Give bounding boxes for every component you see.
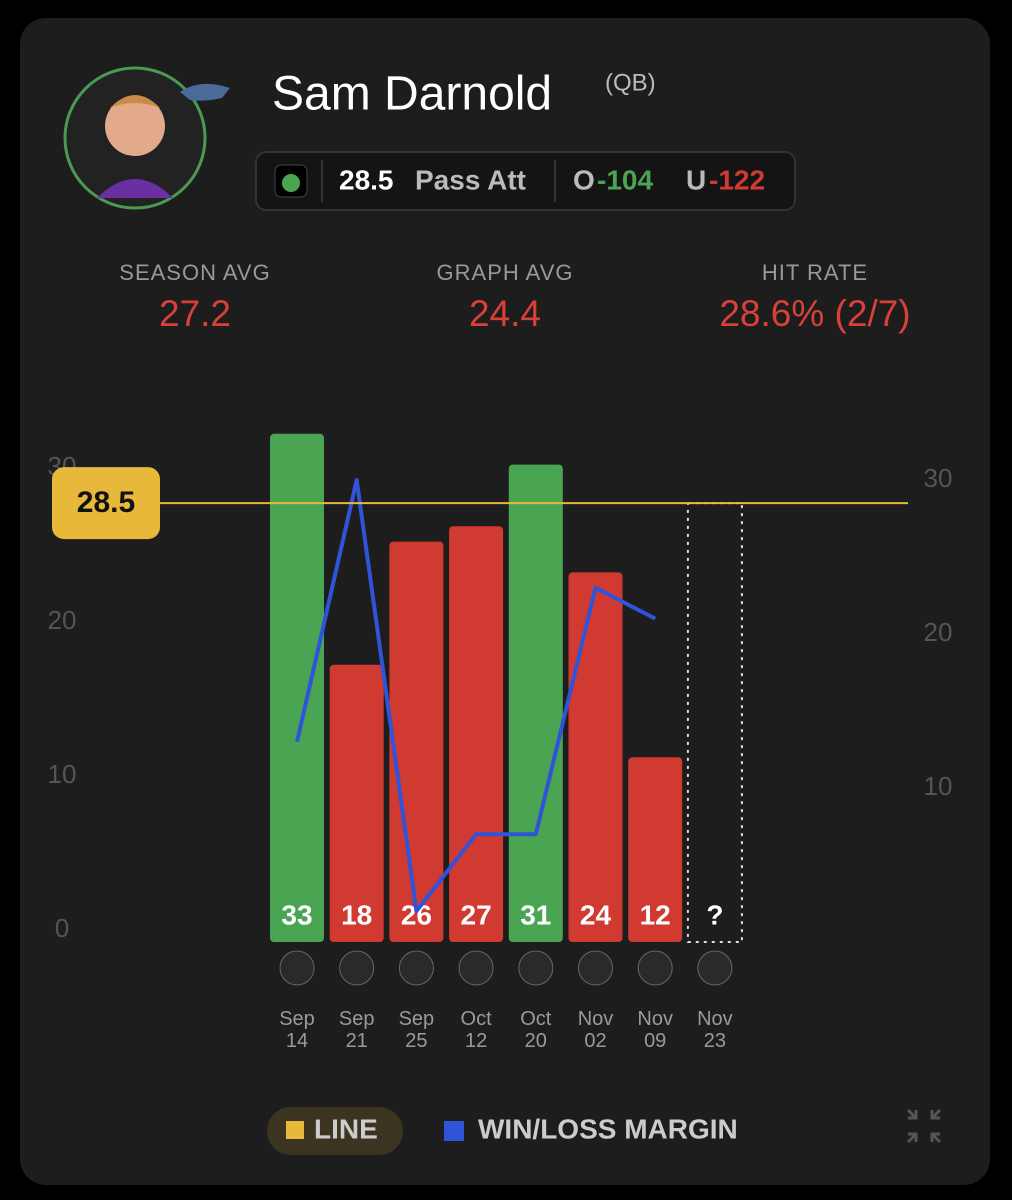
- team-logo: [339, 950, 375, 986]
- value-label: 33: [281, 899, 312, 930]
- y-tick-label: 10: [48, 759, 77, 789]
- value-label: 27: [461, 899, 492, 930]
- avatar-shirt: [97, 179, 173, 198]
- value-label: 12: [640, 899, 671, 930]
- team-logo: [518, 950, 554, 986]
- legend-pill[interactable]: [267, 1107, 403, 1155]
- avatar-hair: [110, 95, 160, 108]
- value-label: 18: [341, 899, 372, 930]
- x-tick-label: Oct 12: [460, 1008, 492, 1052]
- bar: [568, 572, 623, 942]
- y-tick-label: 20: [48, 605, 77, 635]
- x-tick-label: Sep 25: [398, 1008, 435, 1052]
- value-label: 31: [520, 899, 551, 930]
- x-tick-label: Nov 02: [577, 1008, 614, 1052]
- bar: [449, 526, 504, 942]
- y2-tick-label: 10: [924, 771, 953, 801]
- value-label: ?: [706, 899, 723, 930]
- bar: [329, 664, 384, 942]
- stat-value: 27.2: [159, 293, 231, 334]
- team-logo: [458, 950, 494, 986]
- stat-value: 24.4: [469, 293, 541, 334]
- stat-label: SEASON AVG: [119, 260, 270, 285]
- x-tick-label: Sep 14: [279, 1008, 315, 1052]
- player-name: Sam Darnold: [272, 68, 552, 121]
- bar: [389, 541, 444, 942]
- x-tick-label: Nov 09: [637, 1008, 673, 1052]
- y2-tick-label: 30: [924, 463, 953, 493]
- over-label: O: [573, 164, 595, 195]
- legend-swatch: [286, 1121, 304, 1139]
- value-label: 24: [580, 899, 612, 930]
- team-logo: [637, 950, 673, 986]
- threshold-badge: [52, 467, 160, 540]
- over-odds: -104: [597, 164, 653, 195]
- legend-swatch: [444, 1121, 464, 1141]
- team-logo: [398, 950, 434, 986]
- y-tick-label: 0: [55, 913, 69, 943]
- card-bg: [20, 18, 990, 1185]
- x-tick-label: Sep 21: [338, 1008, 375, 1052]
- book-logo-mark: [282, 174, 300, 192]
- x-tick-label: Oct 20: [520, 1008, 552, 1052]
- prop-line: 28.5: [339, 164, 394, 195]
- threshold-label: 28.5: [77, 486, 135, 519]
- under-label: U: [686, 164, 706, 195]
- expand-icon[interactable]: [906, 1108, 942, 1144]
- player-position: (QB): [605, 69, 656, 96]
- stat-label: HIT RATE: [762, 260, 868, 285]
- team-logo: [697, 950, 733, 986]
- team-logo: [180, 83, 230, 101]
- series-line: [295, 478, 657, 914]
- legend-label[interactable]: WIN/LOSS MARGIN: [478, 1113, 738, 1144]
- prop-pill: [255, 151, 796, 211]
- prop-market: Pass Att: [415, 164, 526, 195]
- x-tick-label: Nov 23: [697, 1008, 733, 1052]
- team-logo: [279, 950, 315, 986]
- bar: [270, 433, 324, 942]
- stat-label: GRAPH AVG: [437, 260, 574, 285]
- bar: [628, 757, 683, 942]
- team-logo: [578, 950, 613, 986]
- under-odds: -122: [709, 164, 765, 195]
- bar: [508, 464, 563, 942]
- y2-tick-label: 20: [924, 617, 953, 647]
- legend-label: LINE: [314, 1113, 378, 1144]
- stat-value: 28.6% (2/7): [719, 293, 910, 334]
- avatar-face: [105, 96, 165, 156]
